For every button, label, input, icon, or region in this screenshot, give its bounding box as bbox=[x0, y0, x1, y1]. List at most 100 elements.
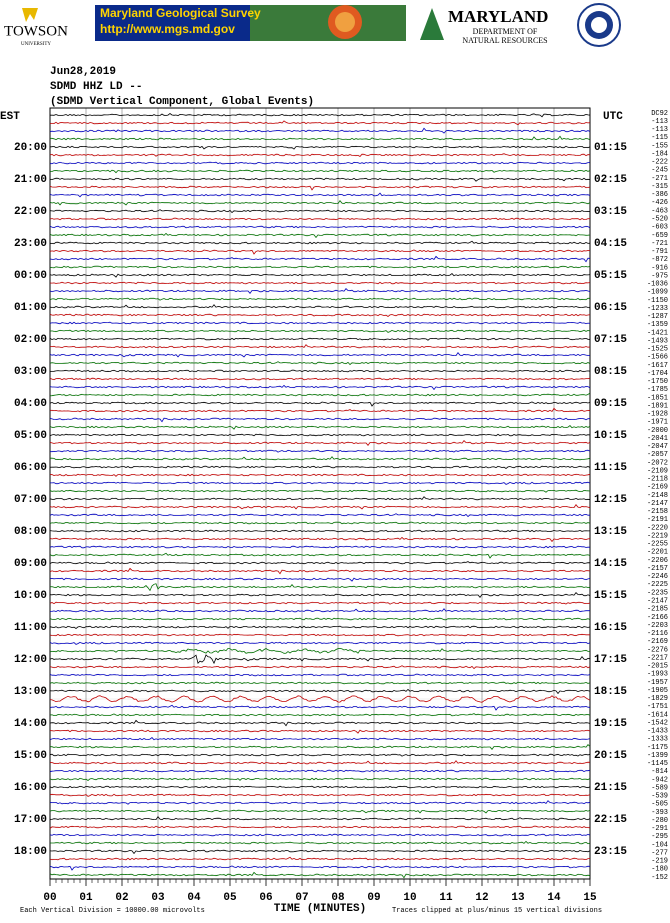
dc-offset: -1145 bbox=[647, 760, 668, 768]
dc-offset: -2041 bbox=[647, 435, 668, 443]
dc-offset: -2217 bbox=[647, 654, 668, 662]
trace bbox=[49, 153, 591, 158]
utc-time: 12:15 bbox=[594, 494, 627, 506]
dc-offset: -520 bbox=[651, 216, 668, 224]
trace bbox=[49, 265, 591, 269]
dc-offset: -2118 bbox=[647, 476, 668, 484]
towson-name: TOWSON bbox=[4, 23, 68, 39]
towson-logo: TOWSON UNIVERSITY bbox=[4, 8, 68, 47]
dc-offset: -2047 bbox=[647, 443, 668, 451]
trace bbox=[50, 344, 591, 349]
trace bbox=[49, 865, 591, 871]
trace bbox=[49, 647, 590, 654]
trace bbox=[49, 200, 591, 206]
dc-offset: -277 bbox=[651, 849, 668, 857]
trace bbox=[49, 407, 591, 413]
est-time: 21:00 bbox=[14, 174, 47, 186]
dc-offset: -155 bbox=[651, 142, 668, 150]
dc-offset: -184 bbox=[651, 150, 668, 158]
dc-offset: -2166 bbox=[647, 614, 668, 622]
dc-offset: -1785 bbox=[647, 386, 668, 394]
trace bbox=[49, 833, 591, 837]
dc-offset: -2246 bbox=[647, 573, 668, 581]
dc-offset: -2201 bbox=[647, 549, 668, 557]
trace bbox=[49, 288, 591, 294]
station: SDMD HHZ LD -- bbox=[50, 81, 142, 93]
right-axis-label: UTC bbox=[603, 111, 623, 123]
dc-offset: -659 bbox=[651, 232, 668, 240]
est-time: 10:00 bbox=[14, 590, 47, 602]
minute-label: 08 bbox=[331, 892, 345, 904]
dc-offset: -2169 bbox=[647, 638, 668, 646]
dc-offset: -2206 bbox=[647, 557, 668, 565]
dc-offset: -180 bbox=[651, 866, 668, 874]
trace bbox=[49, 496, 591, 501]
trace bbox=[49, 654, 591, 665]
est-time: 06:00 bbox=[14, 462, 47, 474]
trace bbox=[49, 384, 591, 391]
labels: 00 01 02 03 04 05 06 07 08 09 10 11 12 13 14 15 20:00 01:… bbox=[14, 118, 668, 904]
trace bbox=[49, 665, 591, 670]
dc-offset: -2116 bbox=[647, 630, 668, 638]
dc-offset: -539 bbox=[651, 793, 668, 801]
dc-offset: -2219 bbox=[647, 532, 668, 540]
est-time: 05:00 bbox=[14, 430, 47, 442]
trace bbox=[49, 529, 590, 533]
dc-offset: -942 bbox=[651, 776, 668, 784]
trace bbox=[49, 127, 591, 134]
date: Jun28,2019 bbox=[50, 66, 116, 78]
trace bbox=[49, 567, 591, 575]
trace bbox=[49, 321, 591, 325]
trace bbox=[49, 297, 590, 301]
trace bbox=[49, 769, 591, 773]
trace bbox=[49, 225, 591, 229]
dc-offset: -1399 bbox=[647, 752, 668, 760]
est-time: 09:00 bbox=[14, 558, 47, 570]
est-time: 00:00 bbox=[14, 270, 47, 282]
dc-offset: -2191 bbox=[647, 516, 668, 524]
dc-offset: -1751 bbox=[647, 703, 668, 711]
est-time: 01:00 bbox=[14, 302, 47, 314]
trace bbox=[49, 145, 591, 150]
trace bbox=[49, 849, 591, 855]
trace bbox=[49, 871, 591, 879]
utc-time: 04:15 bbox=[594, 238, 627, 250]
minute-label: 03 bbox=[151, 892, 165, 904]
trace bbox=[49, 369, 591, 373]
dc-offset: -426 bbox=[651, 199, 668, 207]
mgs-title: Maryland Geological Survey bbox=[100, 6, 261, 20]
dc-offset: -295 bbox=[651, 833, 668, 841]
utc-time: 02:15 bbox=[594, 174, 627, 186]
trace bbox=[49, 240, 591, 245]
utc-time: 07:15 bbox=[594, 334, 627, 346]
dc-offset: -1971 bbox=[647, 419, 668, 427]
dnr-title: MARYLAND bbox=[448, 7, 548, 26]
dc-offset: -291 bbox=[651, 825, 668, 833]
trace bbox=[49, 489, 591, 493]
dc-offset: -2185 bbox=[647, 606, 668, 614]
trace bbox=[49, 135, 591, 141]
dc-offset: -115 bbox=[651, 134, 668, 142]
dc-offset: -1099 bbox=[647, 289, 668, 297]
trace bbox=[49, 209, 591, 214]
est-time: 14:00 bbox=[14, 718, 47, 730]
x-axis-title: TIME (MINUTES) bbox=[274, 903, 366, 915]
dnr-sub2: NATURAL RESOURCES bbox=[462, 36, 547, 45]
est-time: 17:00 bbox=[14, 814, 47, 826]
trace bbox=[50, 177, 591, 182]
trace bbox=[49, 217, 591, 221]
trace bbox=[49, 465, 591, 469]
minute-label: 15 bbox=[583, 892, 597, 904]
trace bbox=[49, 273, 591, 278]
trace bbox=[49, 695, 591, 703]
utc-time: 15:15 bbox=[594, 590, 627, 602]
utc-time: 03:15 bbox=[594, 206, 627, 218]
dc-offset: -152 bbox=[651, 874, 668, 882]
est-time: 12:00 bbox=[14, 654, 47, 666]
utc-time: 05:15 bbox=[594, 270, 627, 282]
trace bbox=[49, 361, 591, 366]
dnr-sub1: DEPARTMENT OF bbox=[473, 27, 538, 36]
minute-label: 07 bbox=[295, 892, 308, 904]
est-time: 07:00 bbox=[14, 494, 47, 506]
